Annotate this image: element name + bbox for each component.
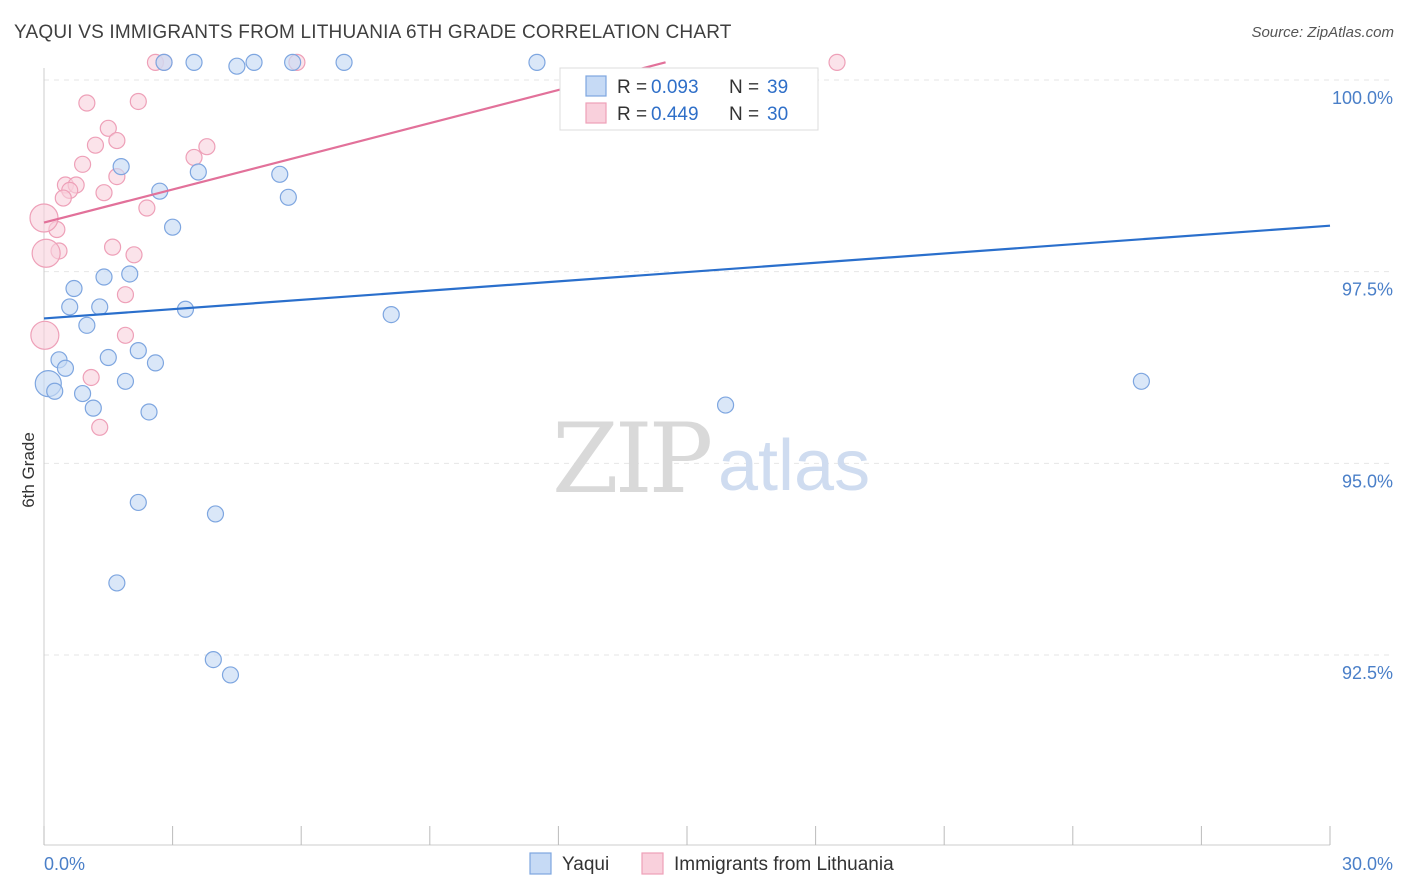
yaqui-point-15	[65, 279, 83, 298]
yaqui-swatch	[585, 75, 607, 97]
lithuania-point-29	[29, 203, 59, 233]
yaqui-point-31	[140, 403, 158, 421]
legend-yaqui-swatch	[529, 852, 552, 875]
lithuania-point-3	[828, 53, 846, 71]
yaqui-point-21	[129, 342, 147, 360]
chart-title: YAQUI VS IMMIGRANTS FROM LITHUANIA 6TH G…	[14, 22, 732, 43]
yaqui-point-6	[528, 53, 546, 71]
yaqui-point-25	[56, 359, 75, 377]
yaqui-point-24	[146, 354, 165, 372]
yaqui-point-26	[116, 372, 135, 390]
yaqui-r-label: R =	[617, 77, 647, 98]
lithuania-point-17	[54, 189, 72, 207]
yaqui-points	[34, 53, 1150, 684]
grid-lines	[44, 79, 1394, 656]
yaqui-point-38	[221, 666, 240, 684]
lithuania-n-label: N =	[729, 104, 759, 125]
yaqui-r-value: 0.093	[651, 77, 699, 98]
lithuania-point-26	[91, 418, 109, 436]
lithuania-point-5	[129, 92, 147, 111]
yaqui-point-3	[245, 53, 263, 71]
yaqui-n-label: N =	[729, 77, 759, 98]
legend-yaqui-label: Yaqui	[562, 854, 609, 875]
lithuania-point-25	[82, 368, 100, 387]
yaqui-point-19	[382, 306, 400, 324]
lithuania-point-6	[99, 119, 117, 137]
x-tick-label-0: 0.0%	[44, 854, 85, 874]
x-tick-label-1: 30.0%	[1342, 854, 1393, 874]
yaqui-point-28	[46, 382, 64, 400]
lithuania-point-4	[78, 94, 96, 112]
stats-legend: R = 0.093 N = 39 R = 0.449 N = 30	[559, 67, 819, 131]
yaqui-point-29	[73, 384, 92, 403]
yaqui-trend-line	[43, 224, 1331, 320]
lithuania-r-label: R =	[617, 104, 647, 125]
yaqui-point-34	[129, 493, 147, 512]
yaqui-n-value: 39	[767, 77, 788, 98]
lithuania-point-23	[116, 286, 135, 304]
series-legend: Yaqui Immigrants from Lithuania	[529, 852, 894, 875]
yaqui-point-35	[206, 505, 225, 523]
y-tick-labels: 92.5% 95.0% 97.5% 100.0%	[1332, 88, 1393, 683]
yaqui-point-12	[164, 218, 182, 236]
yaqui-point-2	[228, 57, 246, 75]
yaqui-point-13	[121, 265, 139, 283]
lithuania-n-value: 30	[767, 104, 788, 125]
yaqui-point-9	[271, 165, 289, 183]
yaqui-point-7	[112, 158, 130, 176]
yaqui-point-4	[284, 53, 302, 71]
yaqui-point-33	[1132, 372, 1150, 390]
yaqui-point-5	[335, 53, 353, 71]
axes	[43, 68, 1331, 846]
y-tick-label-0: 92.5%	[1342, 663, 1393, 683]
yaqui-point-16	[61, 298, 79, 316]
lithuania-point-16	[95, 184, 113, 202]
y-tick-label-2: 97.5%	[1342, 280, 1393, 300]
watermark-atlas: atlas	[718, 426, 870, 506]
yaqui-point-22	[99, 348, 117, 367]
lithuania-point-10	[185, 148, 203, 167]
lithuania-point-18	[138, 199, 156, 217]
lithuania-point-24	[116, 326, 135, 344]
yaqui-point-17	[91, 298, 109, 316]
yaqui-point-14	[95, 268, 113, 286]
watermark: ZIP atlas	[552, 403, 870, 515]
legend-lithuania-label: Immigrants from Lithuania	[674, 854, 894, 875]
lithuania-point-20	[103, 238, 122, 256]
lithuania-point-11	[73, 155, 92, 173]
lithuania-point-28	[30, 320, 60, 350]
lithuania-point-27	[31, 238, 61, 268]
yaqui-point-36	[108, 574, 126, 592]
x-tick-labels: 0.0% 30.0%	[44, 854, 1393, 874]
lithuania-r-value: 0.449	[651, 104, 699, 125]
legend-lithuania-swatch	[641, 852, 664, 875]
lithuania-point-22	[125, 246, 143, 264]
yaqui-point-1	[185, 53, 203, 71]
lithuania-point-8	[86, 136, 105, 154]
yaqui-point-8	[189, 163, 207, 181]
lithuania-swatch	[585, 102, 607, 124]
yaqui-point-32	[716, 396, 735, 414]
yaqui-point-30	[84, 399, 102, 417]
lithuania-point-7	[108, 131, 126, 150]
yaqui-point-20	[78, 316, 96, 334]
watermark-zip: ZIP	[552, 403, 711, 515]
source-credit: Source: ZipAtlas.com	[1251, 24, 1394, 41]
yaqui-point-37	[204, 650, 222, 669]
y-axis-label: 6th Grade	[19, 432, 38, 508]
y-tick-label-3: 100.0%	[1332, 88, 1393, 108]
yaqui-point-11	[279, 188, 297, 206]
lithuania-point-9	[198, 138, 216, 156]
yaqui-point-0	[155, 53, 173, 71]
y-tick-label-1: 95.0%	[1342, 471, 1393, 491]
